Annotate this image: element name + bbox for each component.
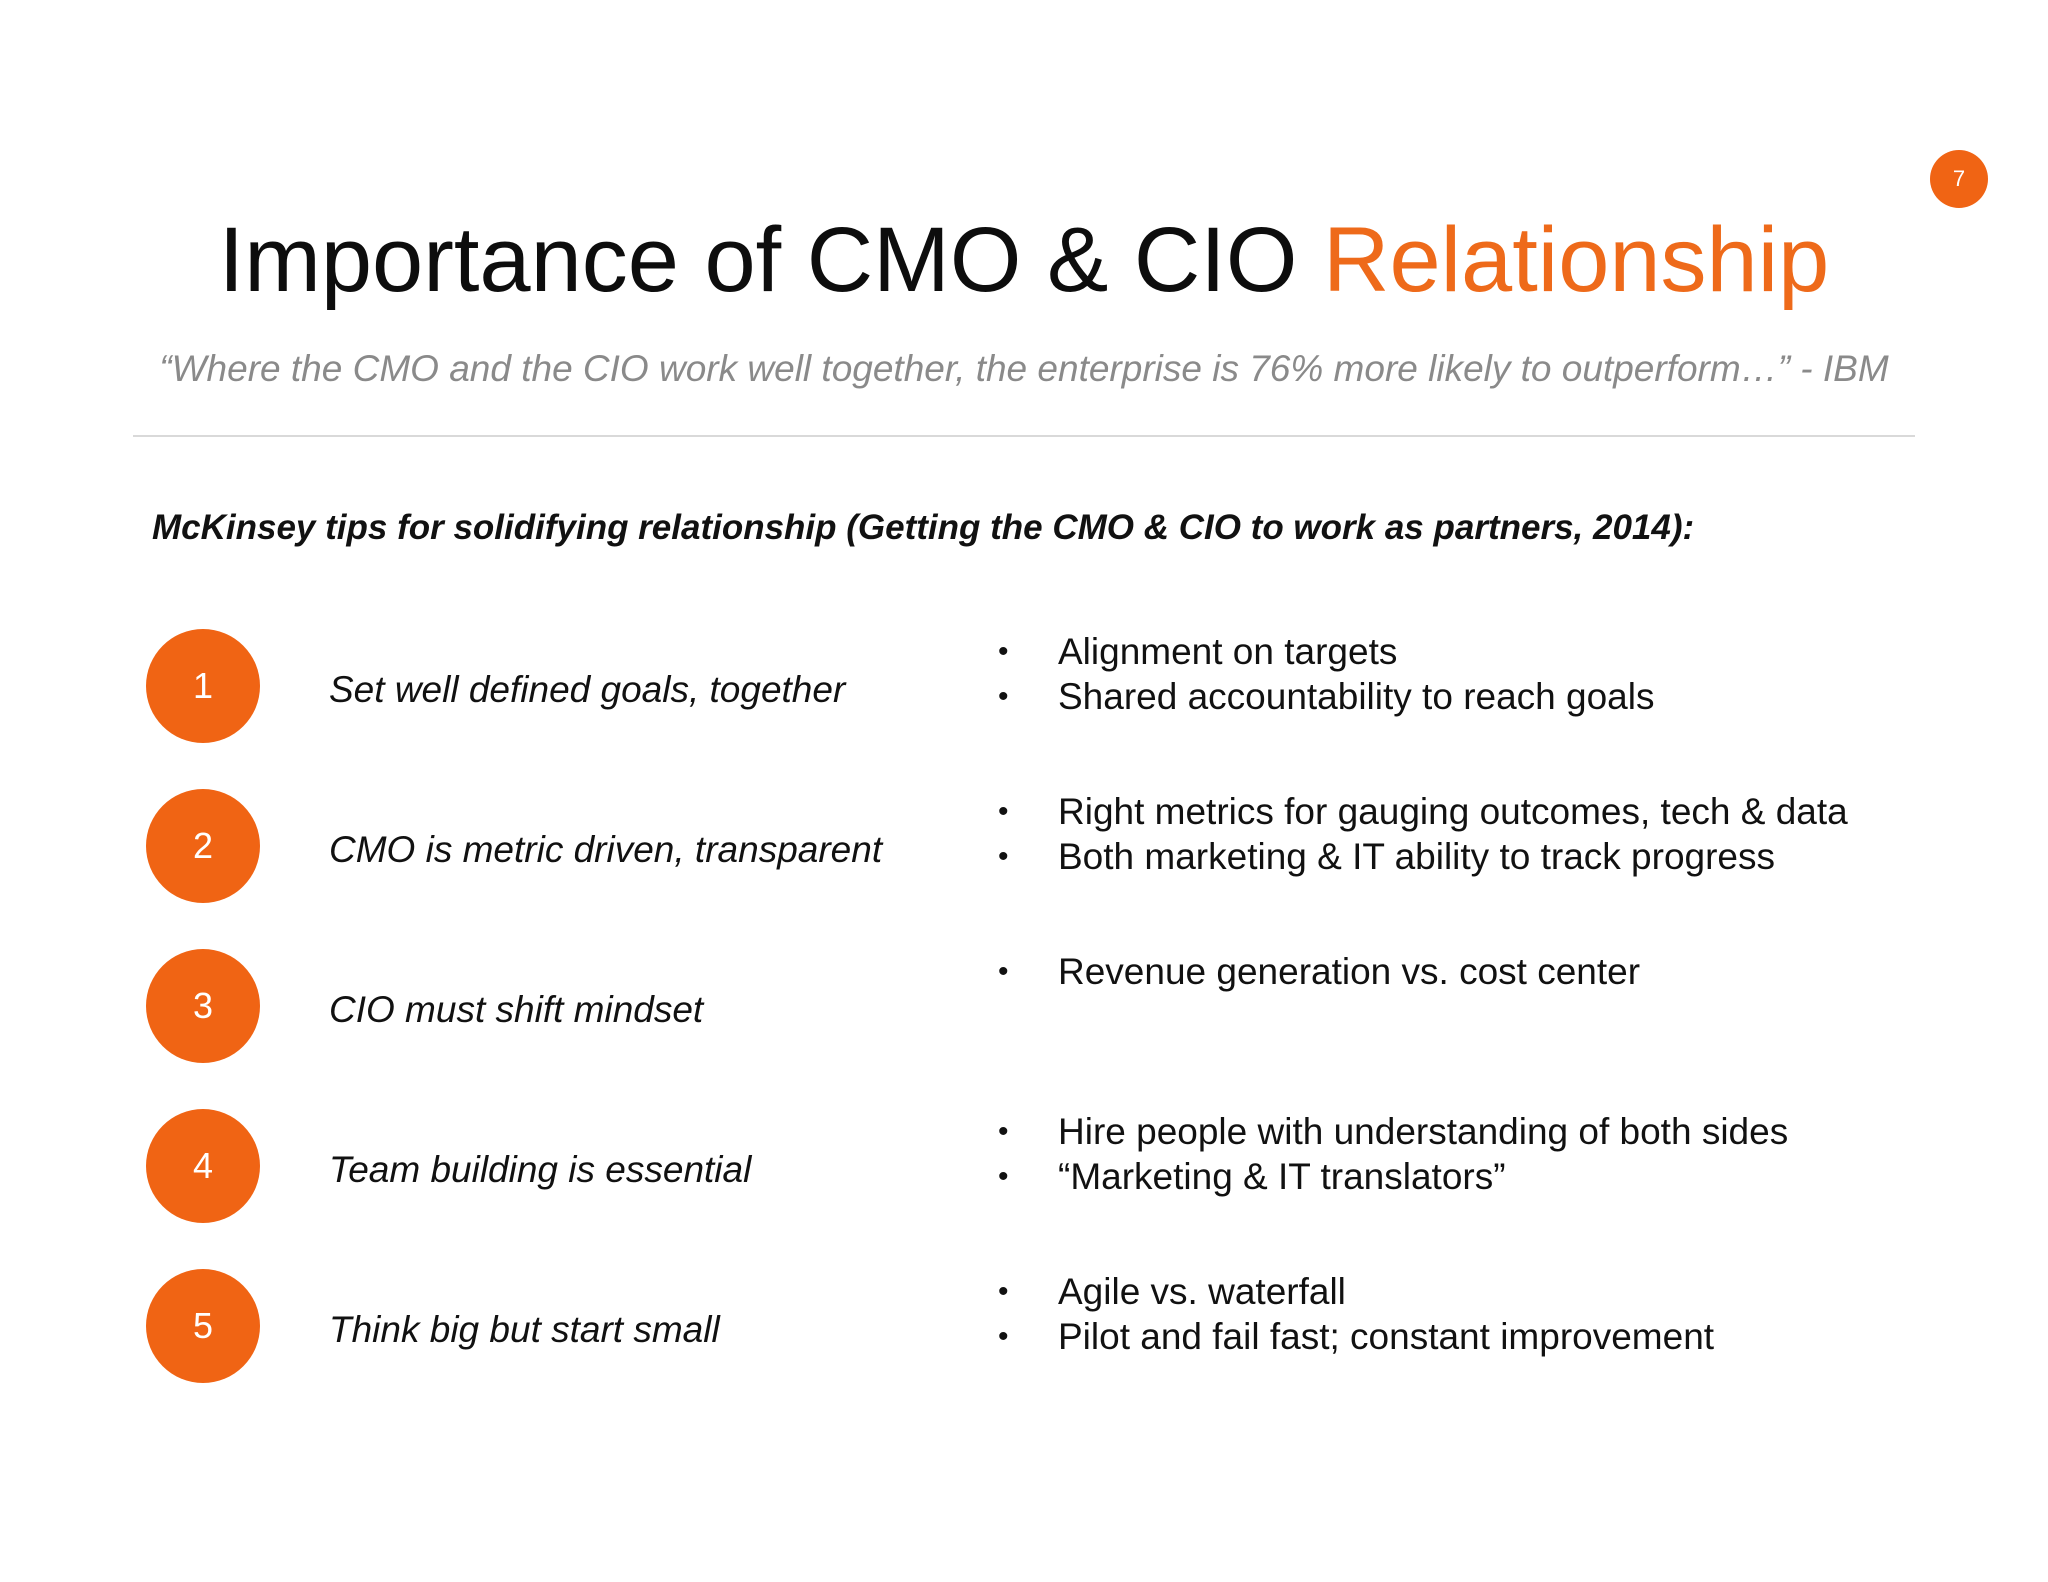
title-accent: Relationship bbox=[1323, 209, 1830, 311]
tip-text: Think big but start small bbox=[329, 1309, 720, 1350]
bullet-text: Alignment on targets bbox=[1058, 631, 1398, 672]
bullet-item: • Shared accountability to reach goals bbox=[992, 674, 1654, 719]
page-number-badge: 7 bbox=[1930, 150, 1988, 208]
tip-text: CMO is metric driven, transparent bbox=[329, 829, 883, 870]
bullet-dot-icon: • bbox=[998, 1160, 1009, 1193]
tip-bullets: • Alignment on targets • Shared accountabi… bbox=[992, 629, 1654, 719]
tip-text: Set well defined goals, together bbox=[329, 669, 846, 710]
ibm-quote: “Where the CMO and the CIO work well tog… bbox=[159, 348, 1889, 389]
tip-number-circle: 2 bbox=[146, 789, 260, 903]
tip-text: Team building is essential bbox=[329, 1149, 752, 1190]
bullet-dot-icon: • bbox=[998, 955, 1009, 988]
bullet-dot-icon: • bbox=[998, 1320, 1009, 1353]
bullet-item: • Hire people with understanding of both … bbox=[992, 1109, 1788, 1154]
bullet-dot-icon: • bbox=[998, 795, 1009, 828]
bullet-text: Right metrics for gauging outcomes, tech… bbox=[1058, 791, 1848, 832]
title-main: Importance of CMO & CIO bbox=[218, 209, 1298, 311]
bullet-text: Revenue generation vs. cost center bbox=[1058, 951, 1641, 992]
bullet-item: • Agile vs. waterfall bbox=[992, 1269, 1714, 1314]
tip-bullets: • Hire people with understanding of both … bbox=[992, 1109, 1788, 1199]
bullet-dot-icon: • bbox=[998, 1275, 1009, 1308]
tip-bullets: • Agile vs. waterfall • Pilot and fail fas… bbox=[992, 1269, 1714, 1359]
tip-number-circle: 4 bbox=[146, 1109, 260, 1223]
tip-bullets: • Revenue generation vs. cost center bbox=[992, 949, 1640, 994]
tip-row-1: 1 Set well defined goals, together • Alig… bbox=[0, 629, 2048, 749]
tip-row-2: 2 CMO is metric driven, transparent • Rig… bbox=[0, 789, 2048, 909]
bullet-dot-icon: • bbox=[998, 840, 1009, 873]
divider-line bbox=[133, 435, 1915, 437]
bullet-item: • Pilot and fail fast; constant improveme… bbox=[992, 1314, 1714, 1359]
bullet-text: Hire people with understanding of both s… bbox=[1058, 1111, 1789, 1152]
bullet-text: “Marketing & IT translators” bbox=[1058, 1156, 1506, 1197]
bullet-text: Agile vs. waterfall bbox=[1058, 1271, 1346, 1312]
bullet-text: Both marketing & IT ability to track pro… bbox=[1058, 836, 1776, 877]
tip-bullets: • Right metrics for gauging outcomes, tec… bbox=[992, 789, 1848, 879]
tip-number-circle: 5 bbox=[146, 1269, 260, 1383]
tip-text: CIO must shift mindset bbox=[329, 989, 704, 1030]
bullet-item: • Right metrics for gauging outcomes, tec… bbox=[992, 789, 1848, 834]
tips-subheading: McKinsey tips for solidifying relationsh… bbox=[152, 508, 1695, 547]
tip-row-4: 4 Team building is essential • Hire peopl… bbox=[0, 1109, 2048, 1229]
bullet-dot-icon: • bbox=[998, 680, 1009, 713]
bullet-dot-icon: • bbox=[998, 1115, 1009, 1148]
bullet-item: • “Marketing & IT translators” bbox=[992, 1154, 1788, 1199]
bullet-item: • Revenue generation vs. cost center bbox=[992, 949, 1640, 994]
tip-row-3: 3 CIO must shift mindset • Revenue genera… bbox=[0, 949, 2048, 1069]
tip-number-circle: 1 bbox=[146, 629, 260, 743]
tip-number-circle: 3 bbox=[146, 949, 260, 1063]
bullet-item: • Both marketing & IT ability to track pr… bbox=[992, 834, 1848, 879]
bullet-text: Pilot and fail fast; constant improvemen… bbox=[1058, 1316, 1715, 1357]
bullet-text: Shared accountability to reach goals bbox=[1058, 676, 1655, 717]
slide-title: Importance of CMO & CIO Relationship bbox=[0, 205, 2048, 315]
bullet-item: • Alignment on targets bbox=[992, 629, 1654, 674]
bullet-dot-icon: • bbox=[998, 635, 1009, 668]
tip-row-5: 5 Think big but start small • Agile vs. w… bbox=[0, 1269, 2048, 1389]
